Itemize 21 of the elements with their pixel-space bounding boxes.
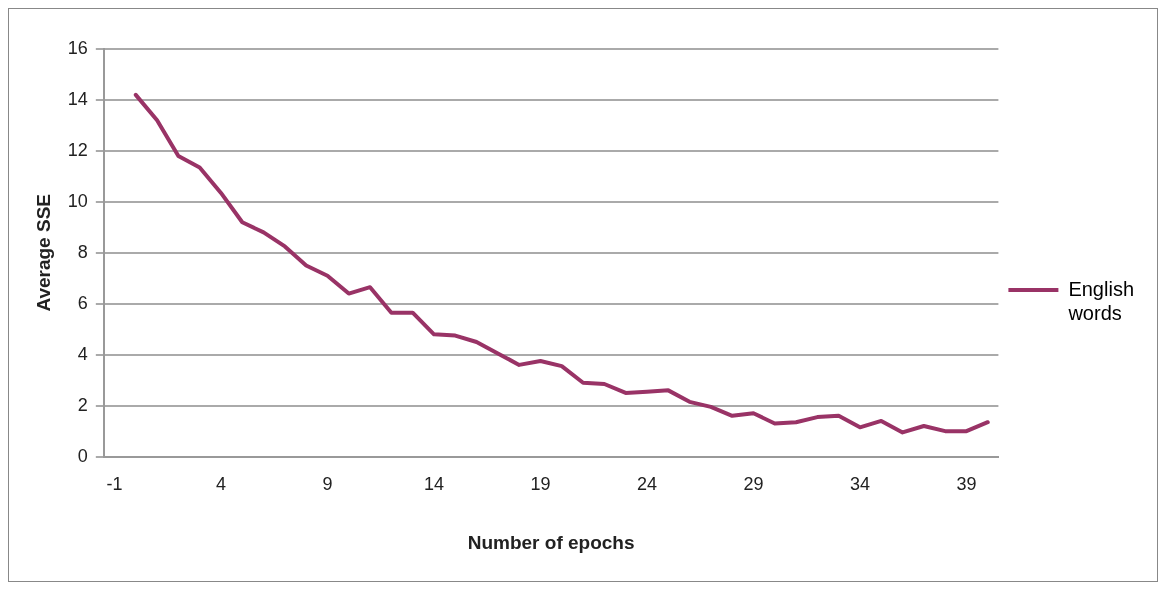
x-tick-label: 34 [849, 474, 870, 495]
y-tick-label: 12 [67, 139, 88, 160]
y-tick-label: 16 [67, 37, 88, 58]
y-tick-label: 8 [77, 241, 88, 262]
x-tick-label: 29 [743, 474, 764, 495]
x-tick-label: 14 [423, 474, 444, 495]
x-tick-label: 24 [636, 474, 657, 495]
y-tick-label: 2 [77, 394, 88, 415]
y-axis-title: Average SSE [32, 194, 54, 312]
x-tick-label: 4 [215, 474, 226, 495]
y-tick-label: 0 [77, 445, 88, 466]
y-tick-label: 4 [77, 343, 88, 364]
y-tick-label: 6 [77, 292, 88, 313]
x-tick-label: 9 [322, 474, 333, 495]
x-tick-label: 39 [956, 474, 977, 495]
y-tick-label: 10 [67, 190, 88, 211]
legend-label: English words [1067, 277, 1135, 324]
x-tick-label: 19 [530, 474, 551, 495]
x-axis-title: Number of epochs [467, 531, 635, 553]
y-tick-label: 14 [67, 88, 88, 109]
x-tick-label: -1 [106, 474, 123, 495]
